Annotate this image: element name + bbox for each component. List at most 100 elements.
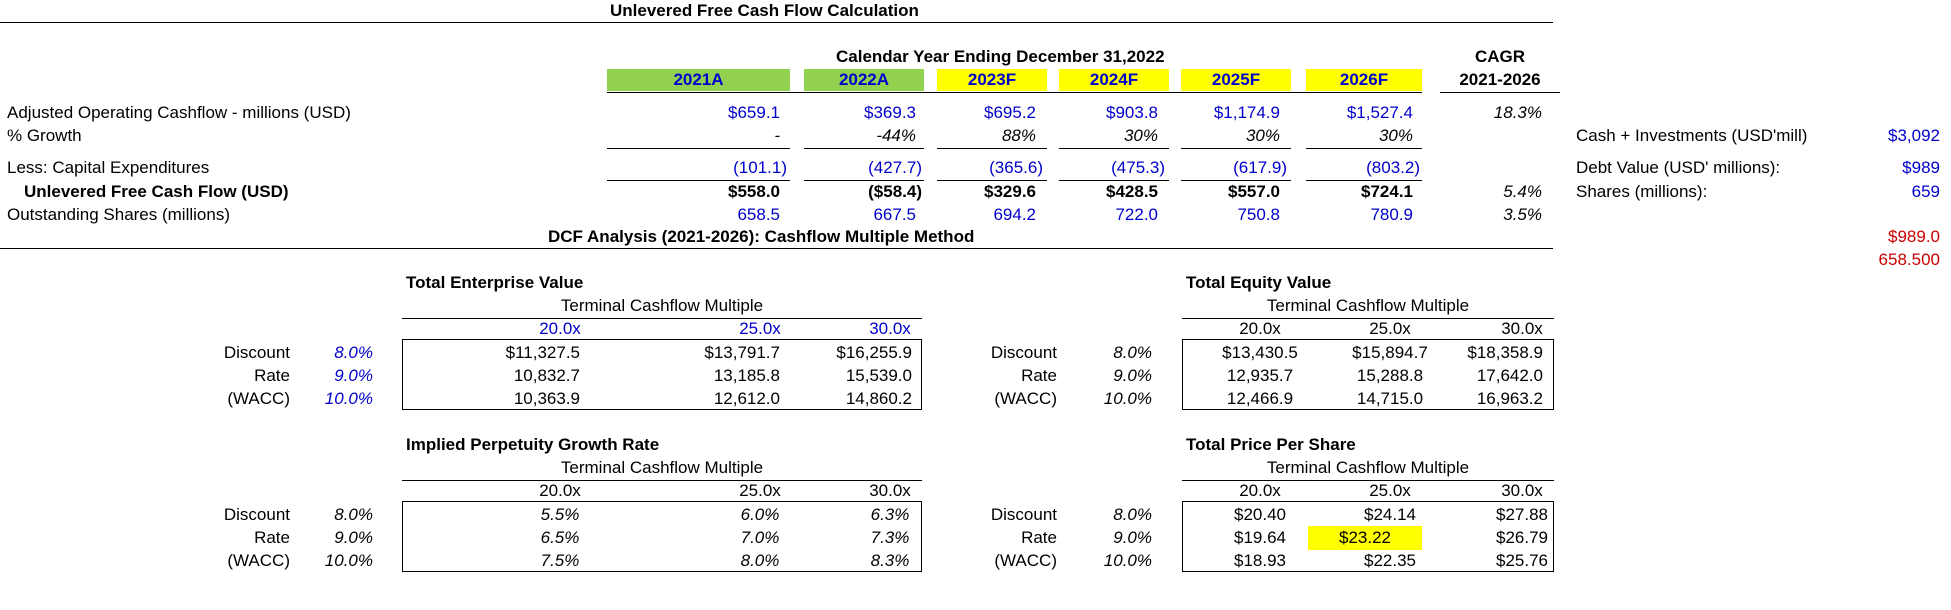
row-label-discount: Discount xyxy=(223,505,290,524)
rate-value: 8.0% xyxy=(334,343,373,362)
dcf-rule xyxy=(0,248,1553,249)
teq-cell: 12,935.7 xyxy=(1226,366,1294,385)
table-cell: 30% xyxy=(1245,126,1280,145)
table-cell: $558.0 xyxy=(728,182,780,201)
ipg-cell: 8.3% xyxy=(870,551,910,570)
table-cell: 30% xyxy=(1378,126,1413,145)
capex-underline xyxy=(607,180,790,181)
teq-multiple-label: Terminal Cashflow Multiple xyxy=(1266,296,1470,315)
table-cell: 750.8 xyxy=(1237,205,1280,224)
ipg-cell: 7.3% xyxy=(870,528,910,547)
teq-title: Total Equity Value xyxy=(1186,273,1332,292)
tev-cell: 13,185.8 xyxy=(713,366,780,385)
table-cell: (427.7) xyxy=(868,158,922,177)
tev-title: Total Enterprise Value xyxy=(406,273,584,292)
table-cell: $557.0 xyxy=(1228,182,1280,201)
year-header-2022: 2022A xyxy=(804,69,924,91)
tps-cell: $24.14 xyxy=(1364,505,1416,524)
table-cell: (475.3) xyxy=(1111,158,1165,177)
cagr-header: CAGR xyxy=(1474,47,1526,66)
capex-underline xyxy=(1059,180,1169,181)
teq-cell: 12,466.9 xyxy=(1226,389,1294,408)
shares-value: 659 xyxy=(1911,182,1940,201)
title-rule xyxy=(0,22,1553,23)
ipg-cell: 5.5% xyxy=(540,505,580,524)
tev-multiple-header: 20.0x xyxy=(539,319,581,338)
shares-label: Shares (millions): xyxy=(1576,182,1708,201)
teq-multiple-header: 30.0x xyxy=(1501,319,1543,338)
table-cell: 88% xyxy=(1001,126,1036,145)
tev-cell: 10,363.9 xyxy=(513,389,580,408)
tev-multiple-header: 30.0x xyxy=(869,319,911,338)
tps-multiple-header: 20.0x xyxy=(1239,481,1281,500)
ipg-multiple-header: 30.0x xyxy=(869,481,911,500)
rate-value: 10.0% xyxy=(324,389,373,408)
tps-multiple-header: 25.0x xyxy=(1369,481,1411,500)
year-header-2025: 2025F xyxy=(1181,69,1291,91)
row-label-wacc: (WACC) xyxy=(994,389,1057,408)
table-cell: 694.2 xyxy=(993,205,1036,224)
tps-cell: $20.40 xyxy=(1234,505,1286,524)
tev-cell: 14,860.2 xyxy=(845,389,912,408)
table-cell: -44% xyxy=(876,126,916,145)
cash-label: Cash + Investments (USD'mill) xyxy=(1576,126,1808,145)
table-cell: 30% xyxy=(1123,126,1158,145)
table-cell: 722.0 xyxy=(1115,205,1158,224)
growth-underline xyxy=(1306,148,1422,149)
year-header-2024: 2024F xyxy=(1059,69,1169,91)
ipg-cell: 6.0% xyxy=(740,505,780,524)
ipg-cell: 7.0% xyxy=(740,528,780,547)
ipg-multiple-label: Terminal Cashflow Multiple xyxy=(560,458,764,477)
teq-cell: $13,430.5 xyxy=(1222,343,1298,362)
red-shares-value: 658.500 xyxy=(1878,250,1940,269)
table-cell: 667.5 xyxy=(873,205,916,224)
capex-underline xyxy=(1306,180,1422,181)
ipg-multiple-header: 25.0x xyxy=(739,481,781,500)
rate-value: 10.0% xyxy=(324,551,373,570)
row-label-ufcf: Unlevered Free Cash Flow (USD) xyxy=(24,182,289,201)
row-label-discount: Discount xyxy=(223,343,290,362)
cash-value: $3,092 xyxy=(1888,126,1940,145)
table-cell: - xyxy=(774,126,780,145)
tev-cell: 15,539.0 xyxy=(845,366,912,385)
cagr-value: 3.5% xyxy=(1503,205,1542,224)
capex-underline xyxy=(1181,180,1291,181)
row-label-operating-cashflow: Adjusted Operating Cashflow - millions (… xyxy=(7,103,351,122)
cagr-header-rule xyxy=(1440,92,1560,93)
rate-value: 9.0% xyxy=(1113,528,1152,547)
table-cell: $1,174.9 xyxy=(1213,103,1280,122)
ipg-cell: 7.5% xyxy=(540,551,580,570)
tps-cell: $18.93 xyxy=(1234,551,1286,570)
row-label-discount: Discount xyxy=(990,505,1057,524)
rate-value: 9.0% xyxy=(334,366,373,385)
ipg-cell: 6.5% xyxy=(540,528,580,547)
teq-cell: $15,894.7 xyxy=(1352,343,1428,362)
teq-multiple-header: 25.0x xyxy=(1369,319,1411,338)
table-cell: $903.8 xyxy=(1106,103,1158,122)
tps-cell: $19.64 xyxy=(1234,528,1286,547)
table-cell: 658.5 xyxy=(737,205,780,224)
cagr-range: 2021-2026 xyxy=(1459,70,1541,89)
year-header-2021: 2021A xyxy=(607,69,790,91)
tps-cell: $26.79 xyxy=(1496,528,1548,547)
sheet-title: Unlevered Free Cash Flow Calculation xyxy=(610,1,919,20)
tev-table-box xyxy=(402,339,922,410)
teq-cell: $18,358.9 xyxy=(1467,343,1543,362)
table-cell: (803.2) xyxy=(1366,158,1420,177)
growth-underline xyxy=(804,148,924,149)
table-cell: $659.1 xyxy=(728,103,780,122)
cagr-value: 18.3% xyxy=(1493,103,1542,122)
growth-underline xyxy=(937,148,1047,149)
rate-value: 9.0% xyxy=(1113,366,1152,385)
table-cell: (101.1) xyxy=(733,158,787,177)
row-label-capex: Less: Capital Expenditures xyxy=(7,158,210,177)
table-cell: (617.9) xyxy=(1233,158,1287,177)
red-debt-value: $989.0 xyxy=(1888,227,1940,246)
rate-value: 10.0% xyxy=(1103,551,1152,570)
cagr-value: 5.4% xyxy=(1503,182,1542,201)
tev-cell: $16,255.9 xyxy=(836,343,912,362)
rate-value: 9.0% xyxy=(334,528,373,547)
teq-table-box xyxy=(1182,339,1554,410)
tps-cell: $27.88 xyxy=(1496,505,1548,524)
tps-cell: $25.76 xyxy=(1496,551,1548,570)
